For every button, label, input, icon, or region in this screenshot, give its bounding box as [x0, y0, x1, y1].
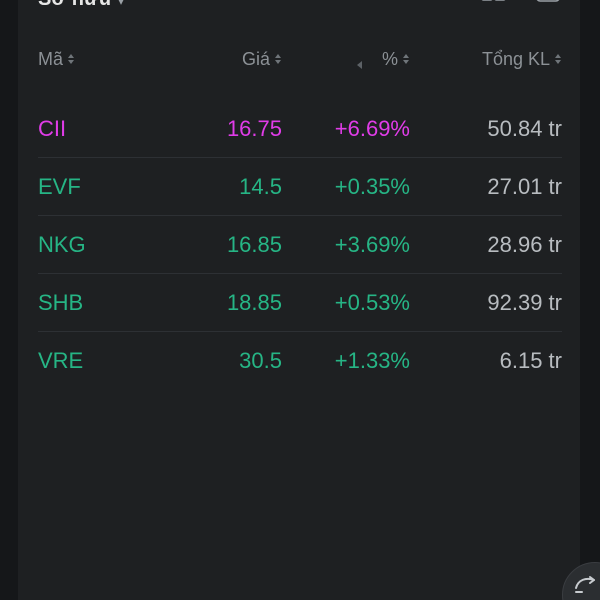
sort-icon [402, 53, 410, 65]
stock-row[interactable]: CII 16.75 +6.69% 50.84 tr [38, 100, 562, 158]
column-header-price[interactable]: Giá [242, 48, 282, 70]
stock-price: 30.5 [239, 348, 282, 373]
expand-icon[interactable] [535, 0, 561, 8]
stock-list: CII 16.75 +6.69% 50.84 tr EVF 14.5 +0.35… [38, 100, 562, 389]
stock-volume: 27.01 tr [487, 174, 562, 199]
stock-change-percent: +3.69% [334, 232, 410, 257]
stock-change-percent: +6.69% [334, 116, 410, 141]
chart-toggle-icon[interactable] [572, 574, 598, 596]
caret-left-icon[interactable] [356, 54, 364, 69]
stock-code: EVF [38, 174, 81, 199]
stock-code: VRE [38, 348, 84, 373]
sort-icon [554, 53, 562, 65]
stock-row[interactable]: EVF 14.5 +0.35% 27.01 tr [38, 158, 562, 216]
column-header-volume[interactable]: Tổng KL [482, 48, 562, 70]
stock-volume: 50.84 tr [487, 116, 562, 141]
column-header-code[interactable]: Mã [38, 48, 75, 70]
column-header-code-label: Mã [38, 48, 64, 69]
column-header-percent[interactable]: % [356, 48, 410, 70]
stock-volume: 92.39 tr [487, 290, 562, 315]
stock-code: CII [38, 116, 67, 141]
stock-change-percent: +1.33% [334, 348, 410, 373]
grid-view-icon[interactable] [481, 0, 507, 8]
stock-price: 18.85 [226, 290, 282, 315]
sort-icon [67, 53, 75, 65]
column-header-volume-label: Tổng KL [481, 48, 550, 69]
stock-change-percent: +0.35% [334, 174, 410, 199]
stock-volume: 6.15 tr [499, 348, 562, 373]
stock-price: 16.85 [226, 232, 282, 257]
stock-code: SHB [38, 290, 84, 315]
stock-price: 14.5 [239, 174, 282, 199]
stock-volume: 28.96 tr [487, 232, 562, 257]
chevron-down-icon[interactable]: ▾ [118, 0, 125, 8]
stock-row[interactable]: NKG 16.85 +3.69% 28.96 tr [38, 216, 562, 274]
owned-tab-label[interactable]: Sở hữu [38, 0, 111, 11]
sort-icon [274, 53, 282, 65]
column-header-percent-label: % [381, 48, 398, 69]
stock-change-percent: +0.53% [334, 290, 410, 315]
column-header-price-label: Giá [241, 48, 270, 69]
stock-row[interactable]: VRE 30.5 +1.33% 6.15 tr [38, 332, 562, 389]
stock-code: NKG [38, 232, 86, 257]
holdings-panel [18, 0, 580, 600]
stock-price: 16.75 [226, 116, 282, 141]
stock-row[interactable]: SHB 18.85 +0.53% 92.39 tr [38, 274, 562, 332]
panel-header: Sở hữu ▾ [0, 0, 600, 24]
